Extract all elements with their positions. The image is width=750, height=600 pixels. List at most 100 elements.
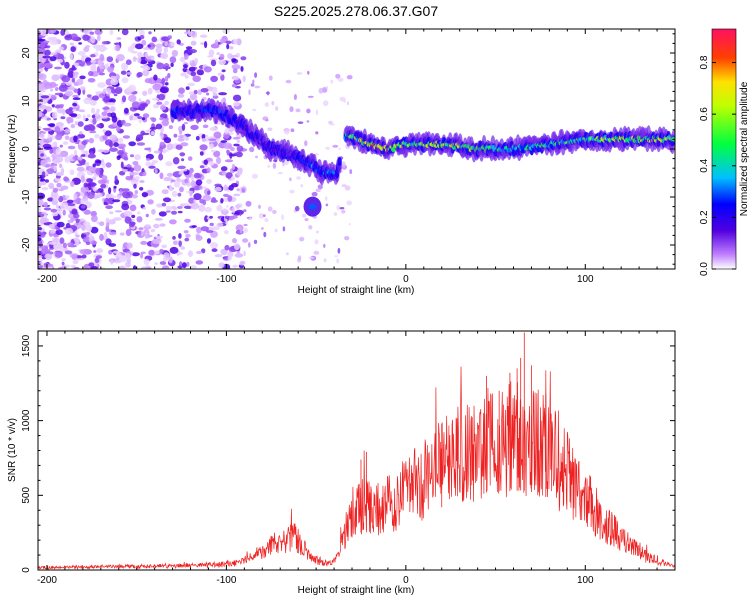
heatmap-cell (64, 34, 73, 41)
snr-x-tick-label: 0 (403, 575, 409, 586)
heatmap-cell (202, 124, 209, 129)
heatmap-cell (252, 173, 258, 179)
heatmap-cell (220, 140, 228, 143)
heatmap-cell (297, 121, 304, 124)
heatmap-cell (99, 221, 105, 226)
heatmap-cell (102, 107, 110, 110)
heatmap-cell (183, 230, 189, 234)
heatmap-cell (88, 137, 95, 144)
heatmap-cell (140, 103, 148, 108)
heatmap-cell (46, 249, 51, 252)
heatmap-cell (116, 126, 121, 132)
heatmap-cell (137, 116, 143, 119)
heatmap-cell (170, 62, 174, 67)
heatmap-cell (219, 38, 227, 42)
heatmap-cell (341, 184, 347, 188)
heatmap-cell (48, 52, 58, 55)
heatmap-cell (159, 117, 165, 121)
heatmap-cell (60, 185, 69, 190)
heatmap-cell (101, 41, 107, 45)
heatmap-cell (199, 34, 208, 38)
heatmap-cell (97, 59, 102, 66)
heatmap-cell (167, 35, 172, 40)
heatmap-cell (226, 43, 230, 50)
heatmap-cell (171, 179, 176, 183)
heatmap-cell (72, 97, 81, 101)
heatmap-cell (69, 85, 75, 91)
heatmap-cell (164, 82, 169, 86)
heatmap-cell (89, 130, 97, 134)
heatmap-cell (156, 101, 163, 105)
heatmap-cell (96, 248, 104, 254)
heatmap-cell (116, 54, 125, 62)
heatmap-cell (117, 137, 124, 143)
heatmap-cell (222, 208, 227, 212)
heatmap-cell (315, 109, 319, 116)
heatmap-cell (65, 195, 70, 199)
heatmap-cell (164, 40, 168, 47)
heatmap-cell (216, 156, 221, 165)
heatmap-cell (128, 84, 136, 93)
heatmap-cell (106, 222, 110, 228)
heatmap-cell (54, 92, 63, 96)
heatmap-cell (74, 121, 78, 126)
heatmap-cell (140, 130, 146, 136)
heatmap-cell (139, 180, 145, 183)
heatmap-cell (346, 75, 353, 80)
heatmap-cell (122, 191, 131, 199)
heatmap-cell (50, 208, 58, 213)
heatmap-cell (344, 236, 350, 241)
heatmap-cell (39, 41, 46, 49)
heatmap-cell (101, 175, 108, 181)
heatmap-cell (135, 43, 144, 50)
heatmap-cell (169, 56, 177, 64)
heatmap-cell (116, 155, 121, 161)
heatmap-cell (165, 65, 169, 72)
heatmap-cell (209, 143, 214, 150)
heatmap-cell (231, 58, 237, 63)
heatmap-cell (110, 257, 114, 265)
heatmap-cell (80, 175, 85, 183)
heatmap-cell (147, 44, 151, 48)
heatmap-cell (161, 244, 168, 249)
heatmap-cell (125, 59, 132, 65)
heatmap-cell (240, 56, 247, 61)
snr-y-tick-label: 500 (21, 487, 32, 504)
heatmap-cell (216, 204, 223, 212)
heatmap-cell (91, 215, 98, 223)
heatmap-cell (116, 37, 122, 40)
heatmap-cell (179, 130, 183, 135)
heatmap-cell (189, 60, 193, 64)
colorbar-tick-label: 0.8 (699, 55, 710, 69)
heatmap-cell (233, 76, 239, 81)
heatmap-cell (336, 205, 341, 211)
heatmap-cell (161, 189, 169, 195)
heatmap-cell (62, 242, 67, 249)
heatmap-cell (162, 197, 172, 203)
heatmap-cell (144, 224, 151, 228)
heatmap-cell (224, 128, 230, 135)
heatmap-cell (211, 248, 218, 253)
heatmap-cell (92, 117, 97, 125)
heatmap-cell (349, 169, 353, 175)
heatmap-cell (220, 198, 224, 204)
heatmap-cell (61, 258, 66, 262)
heatmap-cell (108, 231, 117, 236)
heatmap-cell (297, 255, 302, 261)
heatmap-cell (204, 41, 208, 49)
heatmap-cell (142, 113, 150, 119)
heatmap-cell (111, 115, 118, 123)
heatmap-cell (201, 137, 207, 142)
heatmap-cell (293, 94, 297, 100)
heatmap-cell (147, 199, 154, 205)
heatmap-cell (171, 49, 179, 57)
heatmap-cell (125, 164, 133, 168)
colorbar-label: Normalized spectral amplitude (739, 81, 750, 216)
heatmap-cell (181, 262, 187, 269)
heatmap-cell (210, 230, 218, 238)
heatmap-cell (204, 206, 212, 213)
heatmap-cell (195, 136, 200, 141)
heatmap-cell (134, 176, 141, 181)
heatmap-cell (102, 161, 106, 169)
heatmap-cell (94, 133, 100, 139)
